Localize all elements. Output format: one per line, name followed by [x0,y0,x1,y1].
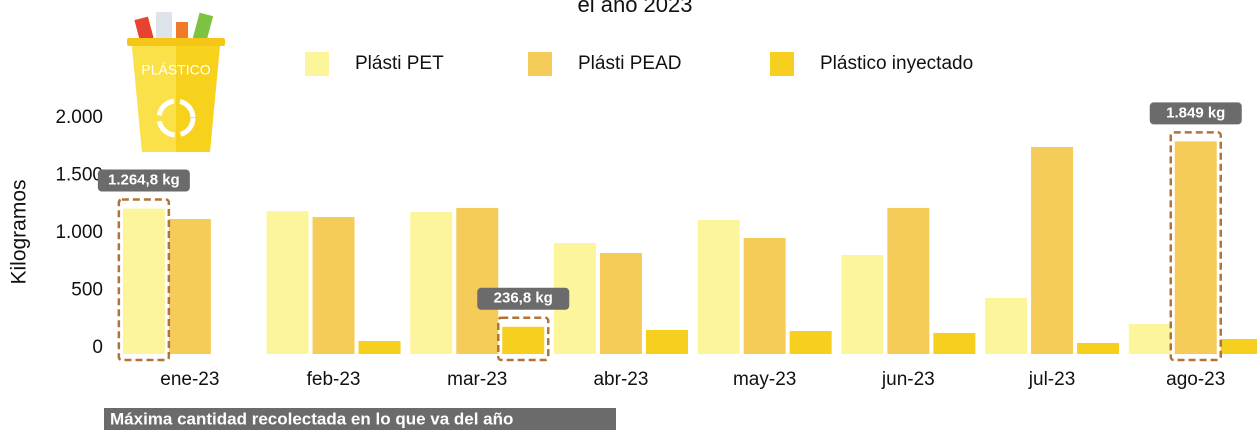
highlight-box [1169,131,1222,362]
bar [502,326,545,354]
x-tick-label: jun-23 [881,369,935,390]
legend-swatch [770,52,794,76]
bar [1128,323,1171,354]
highlight-box [117,198,171,362]
bar [266,211,309,354]
bar [122,208,165,354]
bar [933,332,976,354]
y-tick-label: 0 [92,337,103,358]
y-tick-label: 2.000 [55,107,103,128]
icon-label: PLÁSTICO [141,62,210,78]
highlight-box [497,316,550,362]
bar [456,207,499,354]
value-label: 236,8 kg [494,290,553,307]
bar [312,217,355,354]
bar [789,331,832,354]
chart-title: el año 2023 [578,0,693,17]
legend-label: Plásti PET [355,53,444,74]
x-tick-label: feb-23 [307,369,361,390]
x-tick-label: mar-23 [447,369,507,390]
bar [599,253,642,354]
bar [1174,141,1217,354]
y-axis-label: Kilogramos [8,179,31,284]
legend-swatch [528,52,552,76]
legend-label: Plástico inyectado [820,53,973,74]
bar [1031,147,1074,354]
bar [410,211,453,354]
bar [358,341,401,354]
footer: Máxima cantidad recolectada en lo que va… [110,409,513,428]
value-label: 1.849 kg [1166,104,1225,121]
value-label-box [97,169,190,192]
bin-icon: PLÁSTICO [127,12,225,152]
value-label-box [477,287,570,310]
x-tick-label: jul-23 [1028,369,1075,390]
value-label-box [1149,102,1242,125]
x-tick-label: ene-23 [160,369,219,390]
bar [841,254,884,354]
y-tick-label: 500 [71,280,103,301]
bar [1220,339,1257,354]
bar [985,297,1028,354]
x-tick-label: ago-23 [1166,369,1225,390]
y-tick-label: 1.500 [55,165,103,186]
legend-swatch [305,52,329,76]
footer-box [104,408,616,430]
bar [697,220,740,354]
bar [645,329,688,354]
x-tick-label: abr-23 [593,369,648,390]
x-tick-label: may-23 [733,369,796,390]
bar [743,237,786,354]
y-tick-label: 1.000 [55,222,103,243]
bar [887,207,930,354]
bar [1077,342,1120,354]
value-label: 1.264,8 kg [108,172,180,189]
legend-label: Plásti PEAD [578,53,681,74]
bar [168,218,211,354]
